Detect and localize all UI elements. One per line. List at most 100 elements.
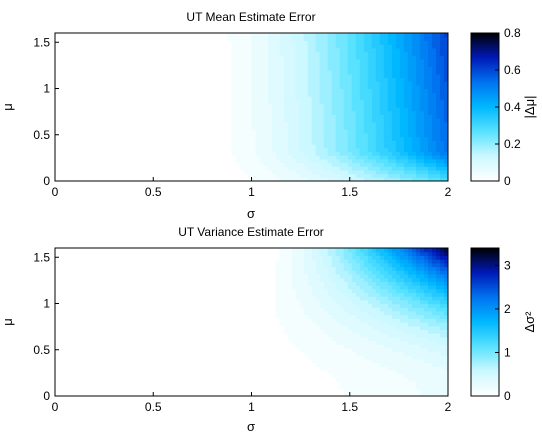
heatmap-cell (296, 77, 301, 81)
heatmap-cell (280, 126, 285, 130)
heatmap-cell (231, 92, 236, 96)
heatmap-cell (139, 348, 144, 352)
heatmap-cell (103, 166, 108, 170)
heatmap-cell (127, 381, 132, 385)
heatmap-cell (388, 63, 393, 67)
heatmap-cell (87, 255, 92, 259)
heatmap-cell (247, 96, 252, 100)
heatmap-cell (324, 151, 329, 155)
heatmap-cell (344, 103, 349, 107)
heatmap-cell (288, 174, 293, 178)
heatmap-cell (155, 318, 160, 322)
heatmap-cell (324, 111, 329, 115)
heatmap-cell (95, 385, 100, 389)
heatmap-cell (55, 329, 60, 333)
heatmap-cell (288, 52, 293, 56)
heatmap-cell (264, 70, 269, 74)
heatmap-cell (235, 44, 240, 48)
heatmap-cell (147, 70, 152, 74)
heatmap-cell (171, 103, 176, 107)
heatmap-cell (300, 66, 305, 70)
heatmap-cell (59, 259, 64, 263)
heatmap-cell (95, 248, 100, 252)
heatmap-cell (388, 133, 393, 137)
heatmap-cell (119, 274, 124, 278)
heatmap-cell (396, 55, 401, 59)
heatmap-cell (163, 66, 168, 70)
heatmap-cell (400, 137, 405, 141)
heatmap-cell (163, 140, 168, 144)
heatmap-cell (163, 111, 168, 115)
heatmap-cell (356, 103, 361, 107)
heatmap-cell (95, 159, 100, 163)
heatmap-cell (436, 85, 441, 89)
heatmap-cell (135, 292, 140, 296)
heatmap-cell (308, 148, 313, 152)
heatmap-cell (151, 70, 156, 74)
heatmap-cell (256, 63, 261, 67)
heatmap-cell (55, 100, 60, 104)
heatmap-cell (135, 255, 140, 259)
heatmap-cell (239, 89, 244, 93)
heatmap-cell (239, 44, 244, 48)
heatmap-cell (231, 144, 236, 148)
heatmap-cell (344, 118, 349, 122)
heatmap-cell (59, 326, 64, 330)
heatmap-cell (123, 163, 128, 167)
heatmap-cell (223, 114, 228, 118)
heatmap-cell (79, 352, 84, 356)
heatmap-cell (127, 355, 132, 359)
heatmap-cell (296, 151, 301, 155)
heatmap-cell (91, 267, 96, 271)
heatmap-cell (264, 33, 269, 37)
heatmap-cell (364, 44, 369, 48)
heatmap-cell (107, 300, 112, 304)
heatmap-cell (55, 344, 60, 348)
heatmap-cell (404, 81, 409, 85)
heatmap-cell (155, 151, 160, 155)
heatmap-cell (143, 267, 148, 271)
heatmap-cell (151, 81, 156, 85)
heatmap-cell (372, 70, 377, 74)
heatmap-cell (107, 40, 112, 44)
heatmap-cell (304, 114, 309, 118)
heatmap-cell (175, 144, 180, 148)
heatmap-cell (75, 103, 80, 107)
heatmap-cell (99, 285, 104, 289)
heatmap-cell (131, 270, 136, 274)
heatmap-cell (304, 133, 309, 137)
heatmap-cell (380, 63, 385, 67)
heatmap-cell (436, 159, 441, 163)
heatmap-cell (300, 85, 305, 89)
heatmap-cell (392, 70, 397, 74)
heatmap-cell (83, 337, 88, 341)
heatmap-cell (344, 122, 349, 126)
heatmap-cell (400, 55, 405, 59)
heatmap-cell (75, 259, 80, 263)
heatmap-cell (67, 159, 72, 163)
heatmap-cell (147, 129, 152, 133)
heatmap-cell (59, 281, 64, 285)
heatmap-cell (256, 96, 261, 100)
heatmap-cell (83, 389, 88, 393)
heatmap-cell (408, 148, 413, 152)
heatmap-cell (59, 267, 64, 271)
heatmap-cell (99, 366, 104, 370)
heatmap-cell (123, 329, 128, 333)
heatmap-cell (436, 70, 441, 74)
heatmap-cell (111, 151, 116, 155)
heatmap-cell (284, 44, 289, 48)
heatmap-cell (111, 270, 116, 274)
heatmap-cell (203, 126, 208, 130)
heatmap-cell (115, 311, 120, 315)
heatmap-cell (243, 111, 248, 115)
heatmap-cell (151, 355, 156, 359)
heatmap-cell (87, 370, 92, 374)
heatmap-cell (308, 48, 313, 52)
heatmap-cell (155, 341, 160, 345)
heatmap-cell (167, 96, 172, 100)
heatmap-cell (440, 33, 445, 37)
heatmap-cell (223, 140, 228, 144)
heatmap-cell (79, 174, 84, 178)
